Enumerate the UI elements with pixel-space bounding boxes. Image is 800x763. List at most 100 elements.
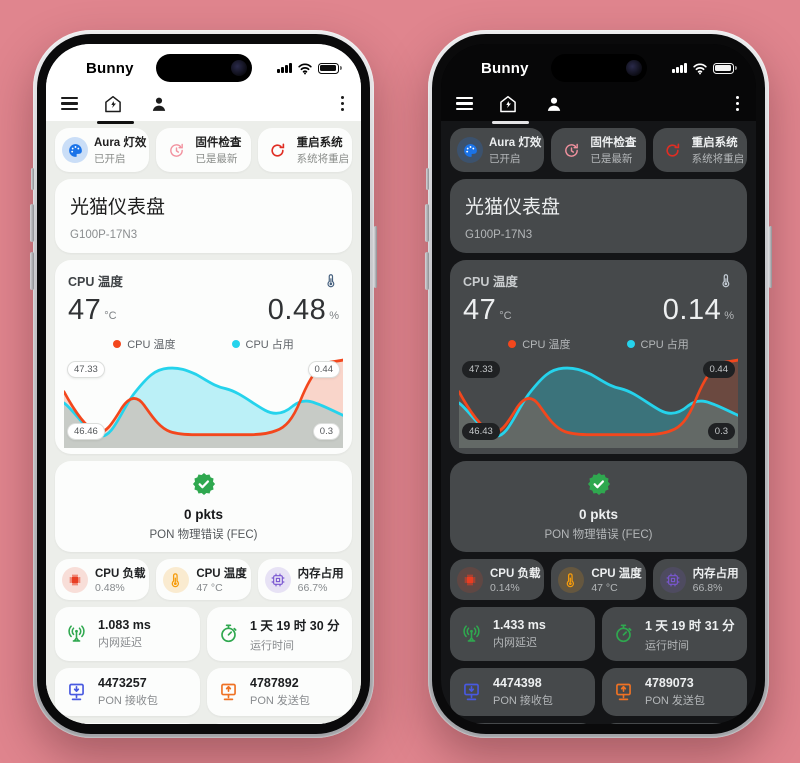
- menu-icon[interactable]: [456, 97, 473, 110]
- phone-bezel: Bunny: [432, 34, 765, 734]
- legend-label-temp: CPU 温度: [127, 339, 176, 351]
- legend-label-temp: CPU 温度: [522, 339, 571, 351]
- pon-error-label: PON 物理错误 (FEC): [149, 529, 258, 541]
- quick-action-title: Aura 灯效: [94, 137, 147, 149]
- thermometer-chip-icon: [558, 566, 585, 593]
- person-icon: [152, 97, 166, 111]
- power-button[interactable]: [373, 226, 377, 288]
- tile-value: 1.083 ms: [98, 617, 151, 632]
- info-tiles-grid: 1.433 ms 内网延迟 1 天 19 时 31 分 运行时间: [450, 607, 747, 724]
- overflow-menu-icon[interactable]: [339, 94, 346, 113]
- tile-label: 内网延迟: [493, 637, 537, 649]
- quick-action-title: 固件检查: [195, 137, 242, 149]
- home-tab[interactable]: [497, 93, 519, 115]
- quick-actions-row: Aura 灯效 已开启 固件检查 已是最新: [450, 128, 747, 172]
- verified-check-icon: [587, 472, 610, 496]
- action-button[interactable]: [425, 168, 429, 190]
- device-model: G100P-17N3: [70, 229, 138, 241]
- action-button[interactable]: [30, 168, 34, 190]
- chart-legend: CPU 温度 CPU 占用: [463, 336, 734, 352]
- pon-error-card: 0 pkts PON 物理错误 (FEC): [55, 461, 352, 552]
- quick-action-firmware-check[interactable]: 固件检查 已是最新: [156, 128, 251, 172]
- legend-label-usage: CPU 占用: [245, 339, 294, 351]
- quick-action-status: 已开启: [94, 153, 126, 165]
- battery-icon: [318, 62, 342, 74]
- status-icons: [672, 62, 737, 75]
- chip-value: 47 °C: [196, 582, 223, 594]
- chip-value: 47 °C: [591, 582, 618, 594]
- memory-chip-icon: [659, 566, 686, 593]
- pon-error-value: 0 pkts: [578, 507, 619, 522]
- stat-chip-memory: 内存占用 66.7%: [257, 559, 352, 600]
- volume-up-button[interactable]: [425, 204, 429, 242]
- cpu-temp-unit: °C: [499, 310, 512, 322]
- cpu-card-title: CPU 温度: [463, 275, 518, 289]
- cpu-usage-unit: %: [329, 310, 339, 322]
- person-icon: [547, 97, 561, 111]
- cpu-chip-icon: [457, 566, 483, 593]
- device-card: 光猫仪表盘 G100P-17N3: [450, 179, 747, 253]
- axis-label-usage-min: 0.3: [707, 423, 735, 440]
- pon-send-icon: [613, 681, 634, 702]
- profile-tab[interactable]: [148, 93, 170, 115]
- stat-chips-row: CPU 负载 0.48% CPU 温度 47 °C: [55, 559, 352, 600]
- axis-label-usage-min: 0.3: [312, 423, 340, 440]
- status-bar: Bunny: [441, 44, 756, 86]
- axis-label-temp-min: 46.43: [462, 423, 500, 440]
- quick-action-reboot[interactable]: 重启系统 系统将重启: [652, 128, 747, 172]
- stat-chip-cpu-temp: CPU 温度 47 °C: [156, 559, 251, 600]
- cpu-usage-value: 0.14: [662, 294, 722, 326]
- legend-dot-temp: [508, 340, 517, 348]
- quick-action-firmware-check[interactable]: 固件检查 已是最新: [551, 128, 646, 172]
- dynamic-island: [550, 54, 647, 82]
- cpu-card-title: CPU 温度: [68, 275, 123, 289]
- tile-value: 4474398: [493, 675, 542, 690]
- page-title: 光猫仪表盘: [465, 197, 561, 218]
- axis-label-temp-max: 47.33: [67, 361, 105, 378]
- quick-action-title: 重启系统: [691, 137, 738, 149]
- quick-action-aura[interactable]: Aura 灯效 已开启: [450, 128, 545, 172]
- phone-mockup-dark: Bunny: [425, 30, 772, 738]
- thermometer-icon: [327, 274, 335, 288]
- chip-value: 0.14%: [490, 582, 520, 594]
- thermometer-icon: [722, 274, 730, 288]
- tile-lan-tx: 4540292 LAN 发送包: [207, 723, 352, 724]
- overflow-menu-icon[interactable]: [734, 94, 741, 113]
- memory-chip-icon: [264, 566, 291, 593]
- tile-label: 运行时间: [250, 639, 294, 652]
- chip-value: 66.7%: [297, 582, 328, 594]
- volume-down-button[interactable]: [30, 252, 34, 290]
- stopwatch-icon: [613, 623, 634, 644]
- chart-legend: CPU 温度 CPU 占用: [68, 336, 339, 352]
- tile-label: 运行时间: [645, 639, 689, 652]
- page-title: 光猫仪表盘: [70, 197, 166, 218]
- tile-value: 4473257: [98, 675, 147, 690]
- quick-action-aura[interactable]: Aura 灯效 已开启: [55, 128, 150, 172]
- status-bar: Bunny: [46, 44, 361, 86]
- tile-value: 4789073: [645, 675, 694, 690]
- phone-screen: Bunny: [441, 44, 756, 724]
- volume-down-button[interactable]: [425, 252, 429, 290]
- power-button[interactable]: [768, 226, 772, 288]
- restart-icon: [265, 137, 291, 163]
- axis-label-usage-max: 0.44: [702, 361, 735, 378]
- legend-label-usage: CPU 占用: [640, 339, 689, 351]
- device-card: 光猫仪表盘 G100P-17N3: [55, 179, 352, 253]
- stat-chip-cpu-load: CPU 负载 0.14%: [450, 559, 545, 600]
- chip-value: 66.8%: [692, 582, 723, 594]
- tile-uptime: 1 天 19 时 30 分 运行时间: [207, 607, 352, 661]
- stat-chip-cpu-temp: CPU 温度 47 °C: [551, 559, 646, 600]
- pon-send-icon: [218, 681, 239, 702]
- chip-label: CPU 温度: [591, 568, 642, 580]
- chip-label: 内存占用: [692, 568, 739, 580]
- info-tiles-grid: 1.083 ms 内网延迟 1 天 19 时 30 分 运行时间: [55, 607, 352, 724]
- volume-up-button[interactable]: [30, 204, 34, 242]
- quick-action-reboot[interactable]: 重启系统 系统将重启: [257, 128, 352, 172]
- home-tab[interactable]: [102, 93, 124, 115]
- cpu-chip-icon: [62, 566, 88, 593]
- profile-tab[interactable]: [543, 93, 565, 115]
- menu-icon[interactable]: [61, 97, 78, 110]
- cpu-usage-unit: %: [724, 310, 734, 322]
- quick-action-title: Aura 灯效: [489, 137, 542, 149]
